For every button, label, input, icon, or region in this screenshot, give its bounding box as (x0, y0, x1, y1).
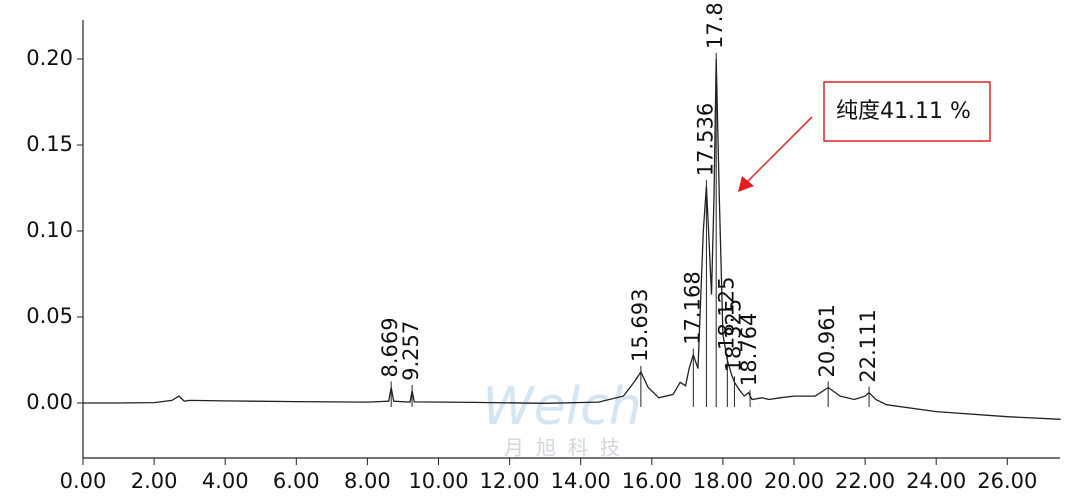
y-tick-label: 0.00 (26, 390, 73, 414)
x-tick-label: 4.00 (202, 469, 249, 493)
x-tick-label: 6.00 (273, 469, 320, 493)
x-tick-label: 8.00 (344, 469, 391, 493)
peak-label: 20.961 (815, 304, 839, 377)
y-tick-label: 0.15 (26, 132, 73, 156)
peak-label: 22.111 (856, 309, 880, 382)
peak-label: 15.693 (628, 289, 652, 362)
watermark-logo: Welch (482, 377, 641, 437)
watermark-text: 月旭科技 (504, 436, 632, 460)
annotation-box (823, 81, 991, 142)
y-tick-label: 0.10 (26, 218, 73, 242)
x-tick-label: 20.00 (764, 469, 824, 493)
peak-label: 18.325 (722, 299, 746, 372)
annotation: 纯度41.11 % (836, 99, 971, 124)
x-tick-label: 14.00 (551, 469, 611, 493)
x-tick-label: 2.00 (131, 469, 178, 493)
x-tick-label: 12.00 (480, 469, 540, 493)
y-tick-label: 0.05 (26, 304, 73, 328)
annotation-arrow (745, 116, 813, 184)
y-tick-label: 0.20 (26, 46, 73, 70)
annotation-arrowhead (738, 176, 754, 192)
x-tick-label: 24.00 (906, 469, 966, 493)
peak-label: 17.168 (680, 271, 704, 344)
x-tick-label: 10.00 (408, 469, 468, 493)
peak-label: 18.125 (714, 277, 738, 350)
x-tick-label: 16.00 (622, 469, 682, 493)
x-tick-label: 26.00 (977, 469, 1037, 493)
peak-label: 17.536 (693, 103, 717, 176)
peak-label: 17.811 (703, 0, 727, 49)
x-tick-label: 22.00 (835, 469, 895, 493)
x-tick-label: 18.00 (693, 469, 753, 493)
x-tick-label: 0.00 (60, 469, 107, 493)
peak-label: 9.257 (399, 321, 423, 381)
peak-label: 18.764 (737, 313, 761, 386)
peak-label: 8.669 (378, 317, 402, 377)
trace (83, 58, 1061, 420)
